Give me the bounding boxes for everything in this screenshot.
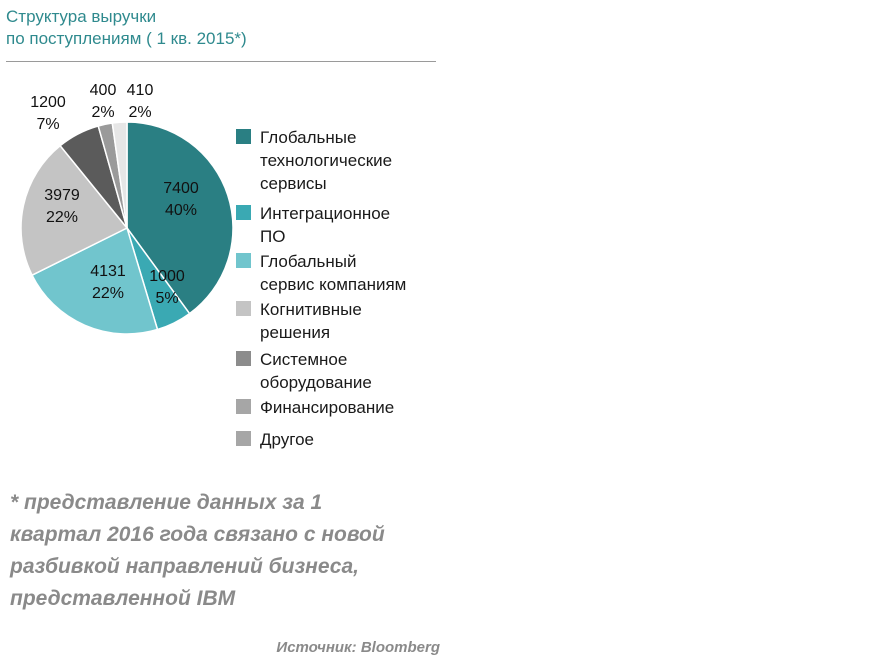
footnote: * представление данных за 1 квартал 2016…: [10, 491, 385, 610]
slice-value-label: 3979: [44, 187, 80, 204]
legend-label: Другое: [260, 430, 315, 449]
legend-swatch: [236, 253, 251, 268]
pie-slice: [31, 226, 159, 335]
legend-item: Глобальные технологические сервисы: [236, 126, 476, 195]
pie-slice: [126, 121, 234, 315]
slice-percent-label: 22%: [46, 209, 78, 226]
slice-value-label: 410: [127, 82, 154, 99]
legend-swatch: [236, 205, 251, 220]
legend-label: Глобальные технологические сервисы: [260, 128, 393, 193]
slice-value-label: 4131: [90, 263, 126, 280]
pie-chart: 7400 40% 1000 5% 4131 22% 3979 22% 1200 7% 400 2% 41…: [20, 82, 234, 335]
legend-label: Интеграционное ПО: [260, 204, 391, 246]
chart-title: Структура выручки по поступлениям ( 1 кв…: [6, 7, 247, 48]
source-note: Источник: Bloomberg: [276, 639, 440, 656]
legend-label: Финансирование: [260, 398, 395, 417]
legend-swatch: [236, 301, 251, 316]
legend-label: Глобальный сервис компаниям: [260, 252, 407, 294]
slice-percent-label: 5%: [155, 290, 178, 307]
slice-percent-label: 2%: [91, 104, 114, 121]
slice-value-label: 400: [90, 82, 117, 99]
legend-item: Другое: [236, 428, 476, 451]
legend-swatch: [236, 129, 251, 144]
slice-value-label: 7400: [163, 180, 199, 197]
legend-item: Когнитивные решения: [236, 298, 476, 344]
title-divider: [6, 61, 436, 62]
legend-item: Глобальный сервис компаниям: [236, 250, 476, 296]
slice-value-label: 1200: [30, 94, 66, 111]
legend-item: Интеграционное ПО: [236, 202, 476, 248]
slice-percent-label: 7%: [36, 116, 59, 133]
legend-swatch: [236, 431, 251, 446]
legend-item: Финансирование: [236, 396, 476, 419]
pie-slice: [111, 121, 128, 229]
legend-swatch: [236, 399, 251, 414]
slice-percent-label: 2%: [128, 104, 151, 121]
slice-percent-label: 40%: [165, 202, 197, 219]
legend-swatch: [236, 351, 251, 366]
slice-percent-label: 22%: [92, 285, 124, 302]
slice-value-label: 1000: [149, 268, 185, 285]
pie-slice: [20, 144, 129, 277]
legend-item: Системное оборудование: [236, 348, 476, 394]
legend-label: Системное оборудование: [260, 350, 372, 392]
legend-label: Когнитивные решения: [260, 300, 362, 342]
